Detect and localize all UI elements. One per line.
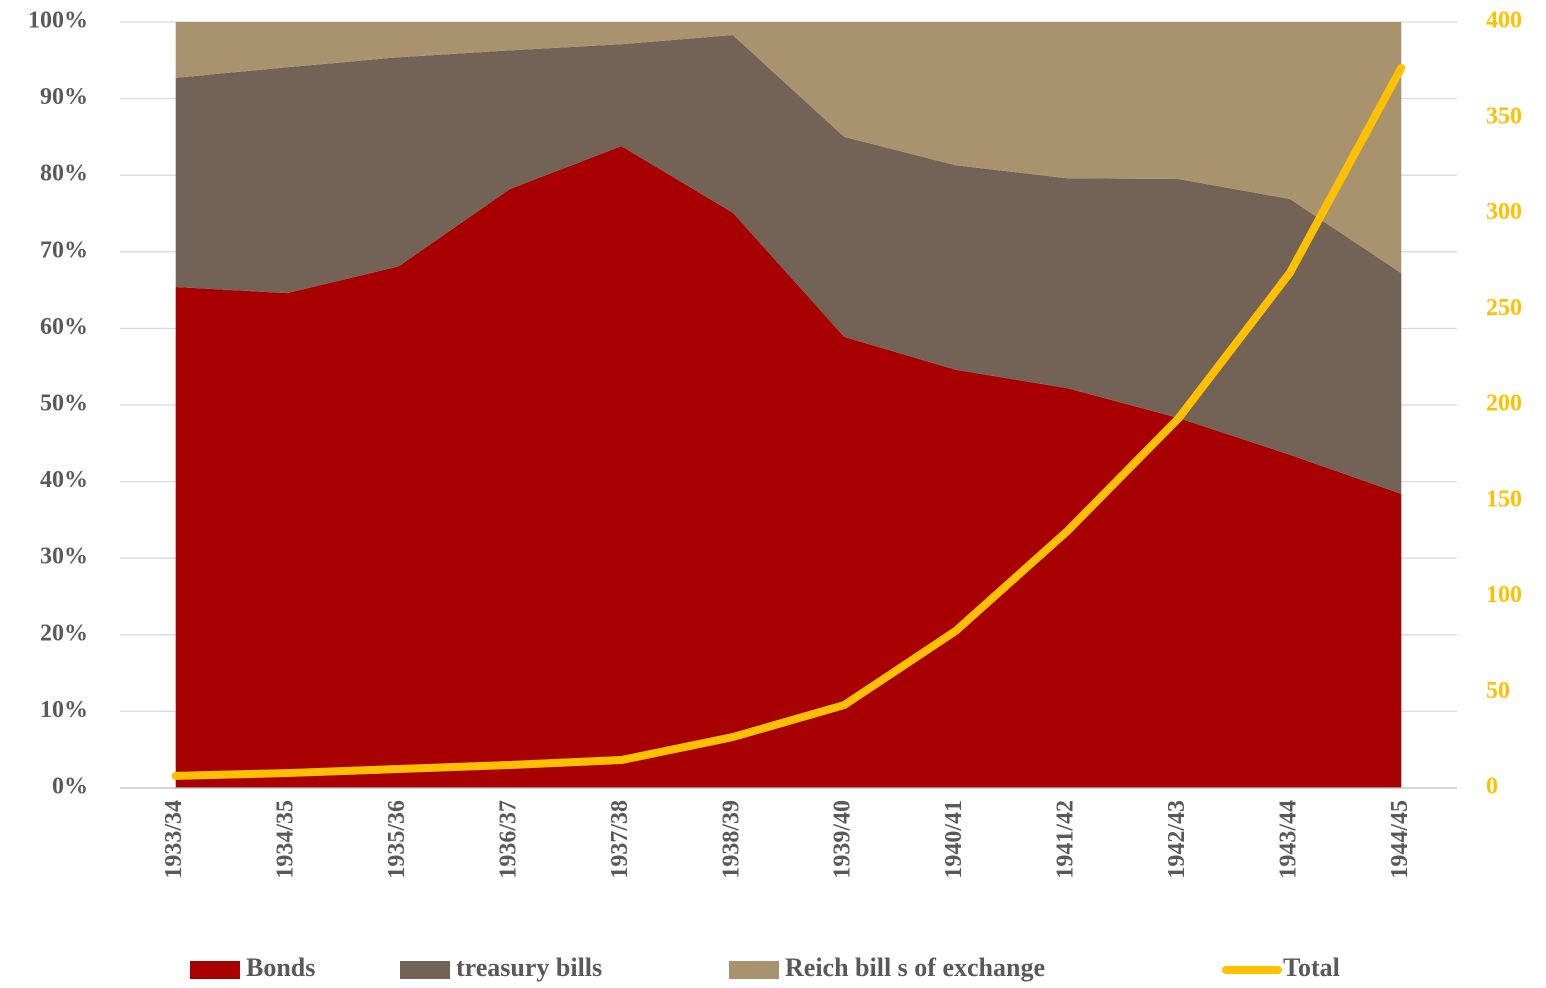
y2-tick-label: 350 bbox=[1486, 103, 1522, 129]
area bbox=[175, 22, 1402, 274]
x-tick-label: 1933/34 bbox=[161, 800, 187, 879]
y2-tick-label: 300 bbox=[1486, 199, 1522, 225]
x-tick-label: 1938/39 bbox=[718, 800, 744, 879]
line bbox=[171, 63, 1406, 780]
y-tick-label: 10% bbox=[40, 697, 88, 723]
legend-label: Bonds bbox=[246, 953, 315, 982]
y2-tick-label: 200 bbox=[1486, 391, 1522, 417]
y-tick-label: 90% bbox=[40, 84, 88, 110]
y-tick-label: 0% bbox=[52, 774, 88, 800]
areas bbox=[175, 22, 1402, 789]
y2-tick-label: 100 bbox=[1486, 582, 1522, 608]
area bbox=[175, 35, 1402, 494]
y2-tick-label: 400 bbox=[1486, 8, 1522, 34]
legend-label: Reich bill s of exchange bbox=[785, 953, 1045, 982]
x-tick-label: 1943/44 bbox=[1275, 800, 1301, 879]
x-tick-label: 1937/38 bbox=[607, 800, 633, 879]
y2-tick-label: 150 bbox=[1486, 486, 1522, 512]
x-tick-label: 1941/42 bbox=[1053, 800, 1079, 879]
area bbox=[175, 146, 1402, 789]
x-tick-label: 1940/41 bbox=[941, 800, 967, 879]
x-tick-label: 1935/36 bbox=[384, 800, 410, 879]
y-tick-label: 50% bbox=[40, 391, 88, 417]
y2-tick-label: 250 bbox=[1486, 295, 1522, 321]
y-tick-label: 40% bbox=[40, 467, 88, 493]
x-tick-label: 1939/40 bbox=[830, 800, 856, 879]
lines bbox=[171, 63, 1406, 780]
legend-label: treasury bills bbox=[456, 953, 602, 982]
legend-swatch bbox=[729, 961, 779, 979]
y2-tick-label: 50 bbox=[1486, 678, 1510, 704]
legend-swatch bbox=[400, 961, 450, 979]
x-tick-label: 1936/37 bbox=[495, 800, 521, 879]
legend-label: Total bbox=[1283, 953, 1340, 982]
x-tick-label: 1944/45 bbox=[1387, 800, 1413, 879]
y2-tick-label: 0 bbox=[1486, 774, 1498, 800]
x-tick-label: 1942/43 bbox=[1164, 800, 1190, 879]
y-tick-label: 80% bbox=[40, 161, 88, 187]
y-tick-label: 20% bbox=[40, 620, 88, 646]
y-tick-label: 30% bbox=[40, 544, 88, 570]
y-tick-label: 100% bbox=[28, 8, 88, 34]
y-tick-label: 60% bbox=[40, 314, 88, 340]
x-tick-label: 1934/35 bbox=[273, 800, 299, 879]
legend-swatch bbox=[190, 961, 240, 979]
y-tick-label: 70% bbox=[40, 237, 88, 263]
